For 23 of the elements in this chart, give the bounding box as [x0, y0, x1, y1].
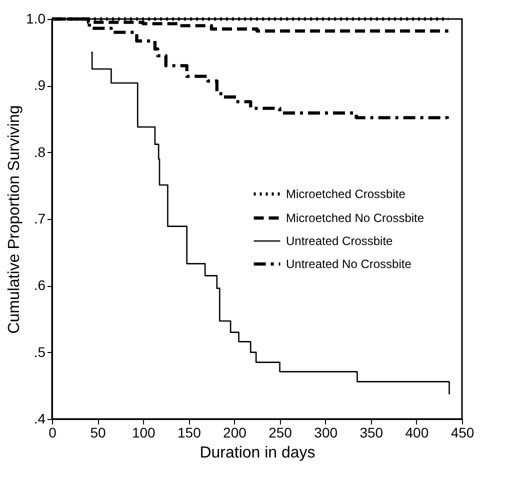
legend-label: Untreated Crossbite	[286, 234, 394, 248]
x-tick-label: 250	[268, 424, 292, 440]
y-tick-label: .7	[34, 210, 46, 226]
y-tick-label: .8	[34, 144, 46, 160]
y-axis-title: Cumulative Proportion Surviving	[6, 105, 24, 334]
y-tick-label: .5	[34, 344, 46, 360]
y-tick-label: 1.0	[26, 10, 46, 26]
x-tick-label: 150	[177, 424, 202, 440]
y-tick-label: .6	[34, 277, 46, 294]
x-tick-label: 200	[223, 424, 247, 440]
x-tick-label: 100	[132, 424, 156, 440]
x-axis-title: Duration in days	[200, 444, 316, 462]
legend-label: Microetched No Crossbite	[286, 211, 424, 225]
x-tick-label: 300	[314, 424, 338, 440]
x-tick-label: 400	[405, 424, 429, 440]
legend-label: Microetched Crossbite	[286, 187, 406, 201]
x-tick-label: 350	[360, 424, 384, 440]
x-tick-label: 450	[450, 424, 474, 440]
y-tick-label: .4	[34, 410, 46, 426]
legend-label: Untreated No Crossbite	[286, 257, 412, 271]
x-tick-label: 50	[90, 424, 106, 440]
y-tick-label: .9	[34, 77, 46, 94]
x-tick-label: 0	[48, 424, 57, 440]
